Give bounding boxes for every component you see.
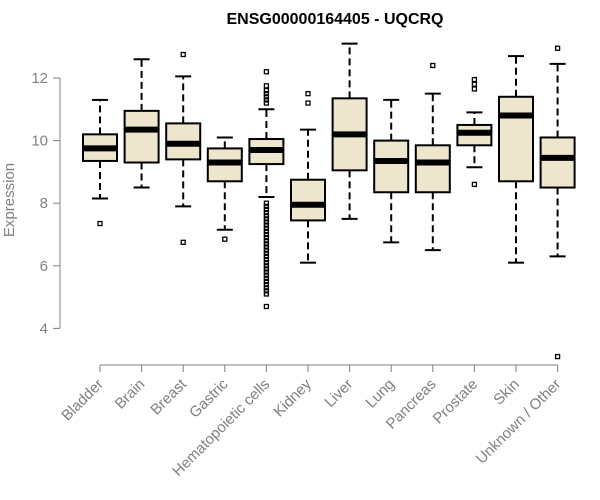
y-tick-label: 4 bbox=[40, 320, 48, 337]
outlier-point bbox=[263, 241, 270, 247]
outlier-point bbox=[263, 100, 270, 106]
outlier-point bbox=[263, 234, 270, 241]
outlier-point bbox=[263, 269, 270, 275]
y-tick-label: 8 bbox=[40, 195, 48, 212]
outlier-point bbox=[263, 291, 270, 297]
box-group bbox=[414, 62, 451, 252]
outlier-point bbox=[305, 100, 311, 106]
box-group bbox=[290, 91, 326, 264]
outlier-point bbox=[263, 285, 270, 291]
outlier-point bbox=[180, 239, 186, 245]
outlier-point bbox=[263, 247, 270, 253]
outlier-point bbox=[471, 181, 478, 188]
outlier-point bbox=[263, 206, 270, 213]
outlier-point bbox=[263, 94, 270, 100]
outlier-point bbox=[263, 200, 270, 206]
outlier-point bbox=[263, 275, 270, 281]
x-tick-label: Kidney bbox=[270, 375, 315, 420]
y-tick-label: 6 bbox=[40, 258, 48, 275]
outlier-point bbox=[263, 253, 270, 260]
box-iqr bbox=[539, 136, 576, 189]
y-tick-label: 12 bbox=[31, 70, 48, 87]
outlier-point bbox=[263, 97, 270, 103]
boxes-layer bbox=[82, 42, 576, 360]
box-group bbox=[248, 69, 285, 310]
outlier-point bbox=[263, 213, 270, 219]
box-group bbox=[373, 98, 410, 244]
x-tick-label: Bladder bbox=[58, 376, 107, 425]
outlier-point bbox=[263, 281, 270, 288]
outlier-point bbox=[263, 83, 270, 89]
box-group bbox=[498, 55, 534, 264]
outlier-point bbox=[97, 220, 103, 227]
outlier-point bbox=[263, 303, 270, 310]
outlier-point bbox=[263, 244, 270, 250]
box-iqr bbox=[373, 139, 410, 194]
outlier-point bbox=[305, 91, 311, 97]
outlier-point bbox=[263, 222, 270, 228]
outlier-point bbox=[263, 87, 270, 94]
outlier-point bbox=[263, 256, 270, 263]
outlier-point bbox=[554, 45, 561, 51]
outlier-point bbox=[471, 81, 478, 87]
box-group bbox=[123, 58, 160, 189]
outlier-point bbox=[471, 86, 478, 92]
x-tick-label: Liver bbox=[321, 376, 356, 411]
outlier-point bbox=[263, 263, 270, 269]
box-group bbox=[82, 98, 118, 227]
box-iqr bbox=[123, 109, 160, 164]
chart-title: ENSG00000164405 - UQCRQ bbox=[227, 11, 444, 28]
box-iqr bbox=[498, 95, 534, 183]
outlier-point bbox=[263, 272, 270, 278]
x-tick-label: Brain bbox=[112, 376, 149, 413]
box-group bbox=[456, 76, 493, 188]
box-group bbox=[165, 51, 202, 245]
outlier-point bbox=[263, 69, 270, 75]
x-tick-label: Lung bbox=[362, 376, 398, 412]
outlier-point bbox=[263, 278, 270, 285]
outlier-point bbox=[554, 353, 561, 360]
outlier-point bbox=[263, 203, 270, 209]
x-tick-label: Skin bbox=[490, 376, 523, 409]
box-iqr bbox=[290, 178, 326, 222]
outlier-point bbox=[263, 209, 270, 216]
outlier-point bbox=[263, 91, 270, 97]
x-tick-label: Prostate bbox=[430, 376, 482, 428]
outlier-point bbox=[180, 51, 186, 58]
outlier-point bbox=[471, 76, 478, 83]
box-group bbox=[206, 136, 243, 242]
outlier-point bbox=[263, 288, 270, 294]
outlier-point bbox=[263, 225, 270, 231]
outlier-point bbox=[263, 219, 270, 225]
outlier-point bbox=[263, 216, 270, 222]
outlier-point bbox=[263, 260, 270, 266]
box-group bbox=[539, 45, 576, 360]
outlier-point bbox=[430, 62, 436, 69]
outlier-point bbox=[263, 250, 270, 256]
y-axis: 4 6 8 10 12 bbox=[31, 70, 61, 337]
outlier-point bbox=[222, 236, 228, 242]
outlier-point bbox=[263, 228, 270, 235]
y-tick-label: 10 bbox=[31, 133, 48, 150]
box-iqr bbox=[414, 144, 451, 194]
y-axis-label: Expression bbox=[1, 163, 18, 237]
x-tick-label: Breast bbox=[147, 375, 190, 418]
box-group bbox=[331, 42, 368, 220]
outlier-point bbox=[263, 238, 270, 244]
outlier-point bbox=[263, 231, 270, 238]
outlier-point bbox=[263, 266, 270, 272]
